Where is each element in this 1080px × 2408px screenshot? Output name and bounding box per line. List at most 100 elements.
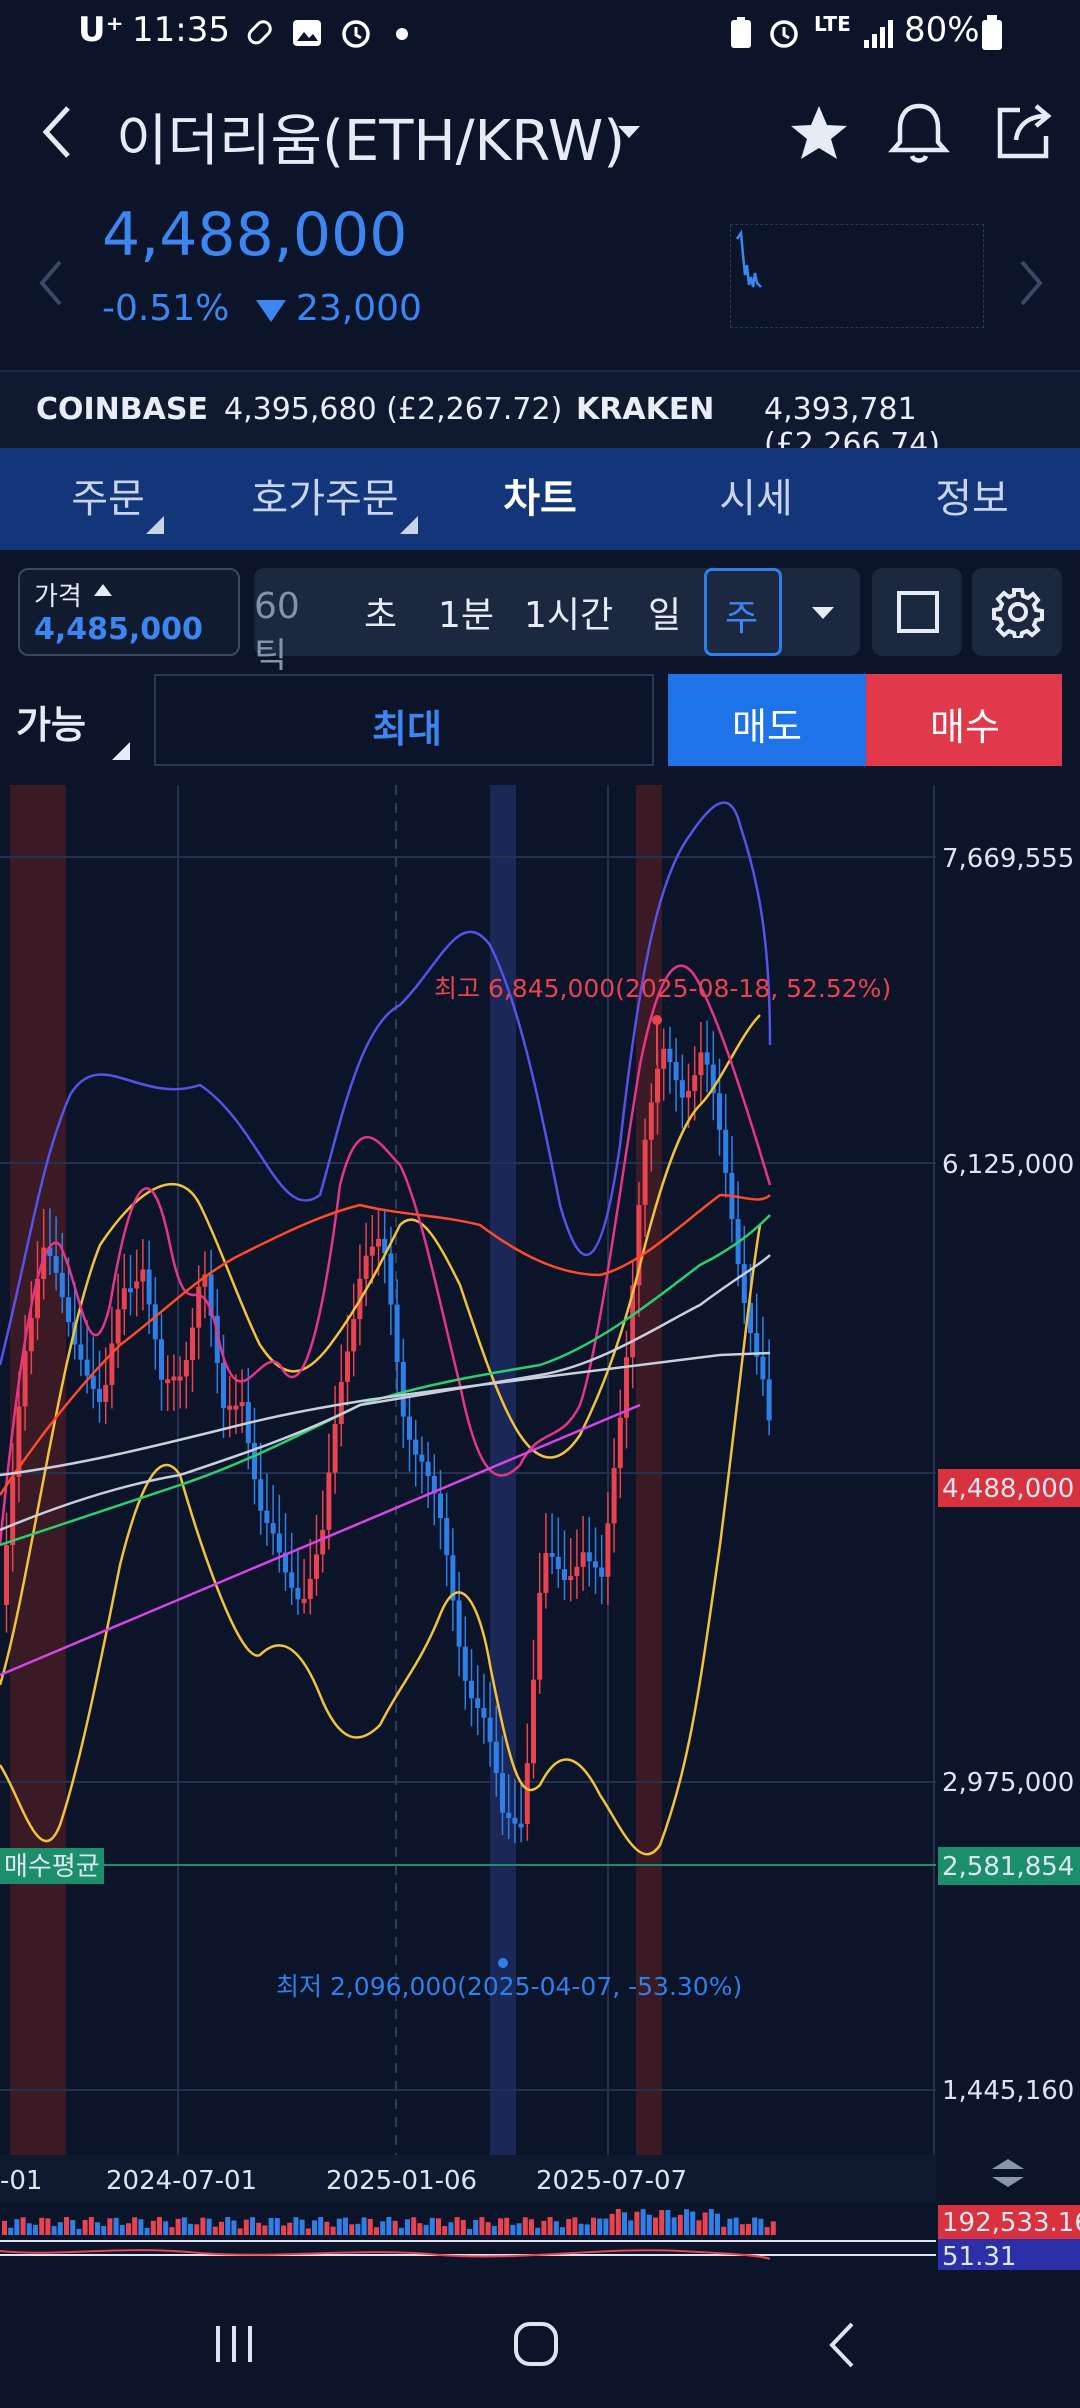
candle-body — [208, 1274, 214, 1316]
candle-body — [202, 1274, 208, 1287]
volume-bar — [219, 2221, 224, 2235]
volume-bar — [498, 2218, 503, 2235]
home-icon[interactable] — [512, 2320, 562, 2370]
candle-body — [462, 1646, 468, 1681]
candle-body — [617, 1417, 623, 1468]
candle-body — [506, 1812, 512, 1818]
settings-button[interactable] — [972, 568, 1062, 656]
candle-body — [84, 1359, 90, 1376]
back-icon[interactable] — [36, 102, 76, 162]
alarm-icon-2 — [766, 14, 802, 50]
volume-bar — [95, 2222, 100, 2235]
candle-body — [580, 1552, 586, 1567]
favorite-star-icon[interactable] — [788, 102, 850, 164]
volume-bar — [64, 2217, 69, 2235]
interval-1min[interactable]: 1분 — [438, 595, 495, 636]
volume-bar — [386, 2217, 392, 2235]
candle-body — [53, 1256, 59, 1273]
exchange-price-row: COINBASE 4,395,680 (£2,267.72) KRAKEN 4,… — [0, 370, 1080, 462]
volume-bar — [312, 2220, 317, 2235]
interval-week[interactable]: 주 — [704, 568, 782, 656]
candle-body — [741, 1264, 747, 1303]
sort-up-icon — [92, 582, 114, 598]
candle-body — [754, 1333, 760, 1357]
candle-body — [165, 1379, 171, 1384]
volume-bar — [169, 2227, 175, 2235]
dropdown-caret-icon[interactable] — [614, 120, 644, 144]
volume-bars — [2, 2209, 776, 2235]
volume-bar — [721, 2226, 727, 2235]
candle-body — [152, 1304, 158, 1340]
available-label[interactable]: 가능 — [16, 703, 86, 747]
chart-canvas[interactable]: 매수평균 최고 6,845,000(2025-08-18, 52.52%) 최저… — [0, 785, 1080, 2155]
interval-1hour[interactable]: 1시간 — [524, 595, 614, 636]
buy-button[interactable]: 매수 — [866, 674, 1062, 766]
candle-body — [543, 1552, 549, 1593]
candle-body — [710, 1064, 716, 1094]
candle-body — [692, 1075, 698, 1091]
volume-bar — [113, 2217, 119, 2235]
candle-body — [295, 1587, 301, 1600]
carrier-label: U⁺ — [78, 10, 124, 50]
tab-chart[interactable]: 차트 — [503, 476, 577, 522]
candle-body — [599, 1567, 605, 1577]
volume-bar — [138, 2219, 144, 2235]
volume-bar — [634, 2211, 640, 2235]
volume-bar — [336, 2218, 342, 2235]
candle-body — [648, 1102, 654, 1140]
volume-bar — [293, 2217, 299, 2235]
volume-bar — [671, 2217, 677, 2235]
price-chart[interactable]: 매수평균 최고 6,845,000(2025-08-18, 52.52%) 최저… — [0, 785, 1080, 2155]
tab-order-book[interactable]: 호가주문 — [251, 476, 399, 522]
volume-bar — [318, 2217, 324, 2235]
candle-body — [332, 1423, 338, 1473]
volume-bar — [547, 2217, 553, 2235]
interval-60tick[interactable]: 60틱 — [254, 586, 300, 677]
max-quantity-button[interactable]: 최대 — [154, 674, 654, 766]
candle-body — [35, 1279, 40, 1319]
price-type-selector[interactable]: 가격 4,485,000 — [18, 568, 240, 656]
sell-button[interactable]: 매도 — [668, 674, 866, 766]
volume-bar — [758, 2218, 764, 2235]
interval-dropdown-icon[interactable] — [806, 598, 840, 626]
candle-body — [10, 1476, 16, 1546]
interval-selector: 60틱 초 1분 1시간 일 주 — [254, 568, 860, 677]
resize-handle-icon[interactable] — [992, 2159, 1024, 2187]
tab-order[interactable]: 주문 — [71, 476, 145, 522]
interval-second[interactable]: 초 — [364, 595, 398, 636]
volume-bar — [436, 2218, 441, 2235]
coin-title[interactable]: 이더리움(ETH/KRW) — [116, 109, 626, 174]
back-nav-icon[interactable] — [822, 2320, 862, 2370]
tab-info[interactable]: 정보 — [935, 476, 1009, 522]
volume-bar — [175, 2218, 181, 2235]
recents-icon[interactable] — [210, 2322, 260, 2366]
candle-body — [655, 1068, 660, 1103]
volume-bar — [423, 2224, 429, 2235]
volume-bar — [696, 2220, 702, 2235]
tab-quotes[interactable]: 시세 — [719, 476, 793, 522]
volume-bar — [194, 2224, 200, 2235]
volume-bar — [473, 2220, 479, 2235]
volume-bar — [615, 2209, 621, 2235]
volume-bar — [510, 2224, 516, 2235]
candle-body — [78, 1344, 84, 1360]
down-triangle-icon — [254, 296, 288, 326]
battery-saver-icon — [726, 16, 756, 50]
volume-bar — [752, 2217, 758, 2235]
candle-body — [493, 1741, 499, 1774]
candle-body — [586, 1552, 592, 1562]
volume-bar — [522, 2217, 528, 2235]
bell-icon[interactable] — [888, 100, 950, 166]
volume-bar — [411, 2217, 417, 2235]
mini-chart[interactable] — [730, 224, 984, 328]
ma-longer — [0, 1254, 771, 1532]
prev-coin-icon[interactable] — [36, 258, 66, 308]
layout-button[interactable] — [872, 568, 962, 656]
interval-day[interactable]: 일 — [648, 595, 682, 636]
volume-bar — [188, 2223, 193, 2235]
volume-bar — [70, 2220, 76, 2235]
volume-bar — [39, 2217, 45, 2235]
next-coin-icon[interactable] — [1016, 258, 1046, 308]
volume-bar — [299, 2219, 305, 2235]
share-icon[interactable] — [992, 100, 1054, 162]
